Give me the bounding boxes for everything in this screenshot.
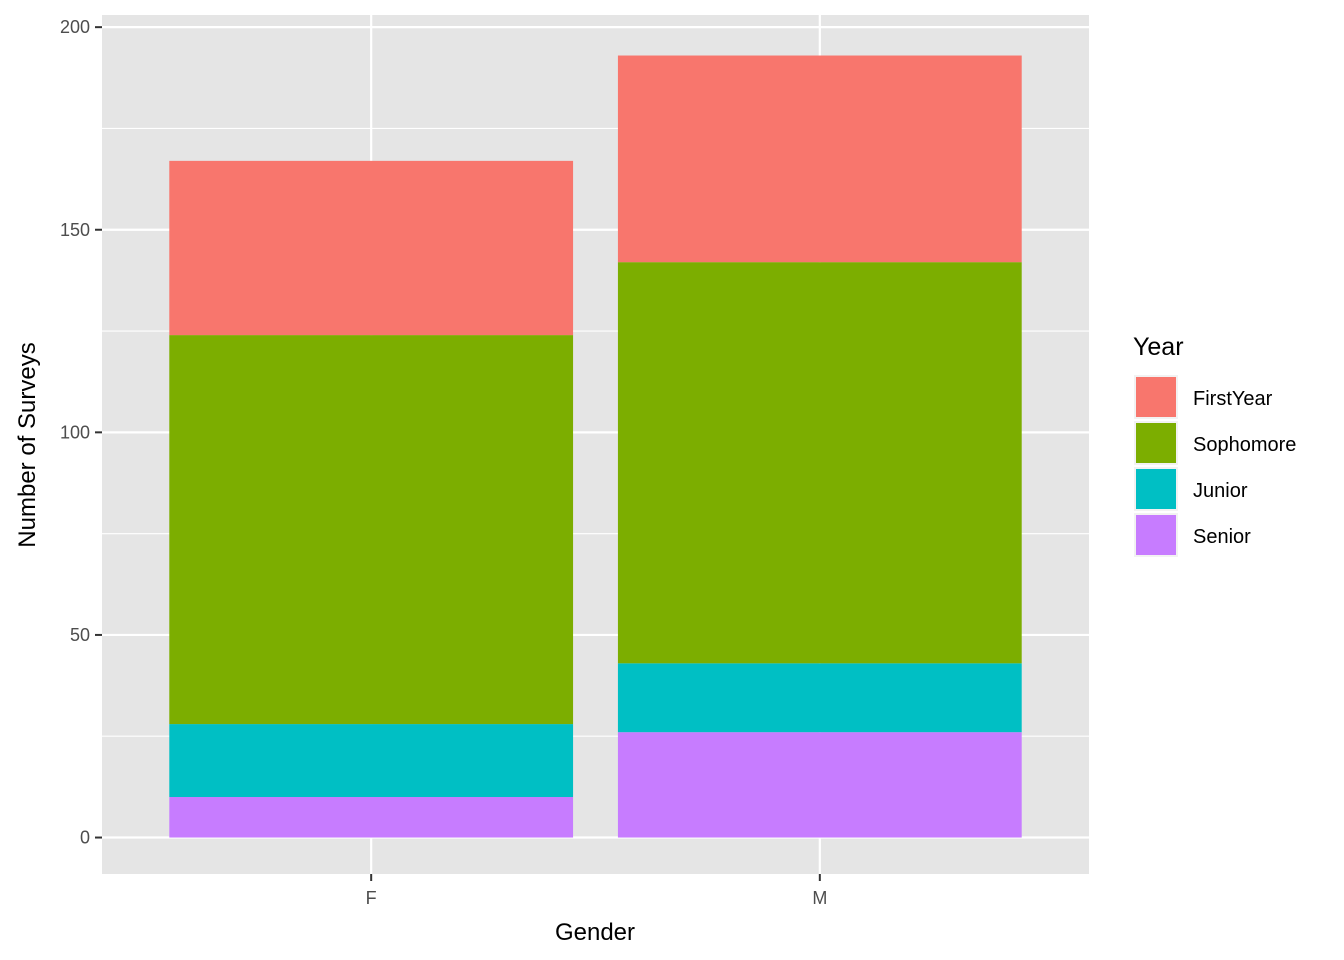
legend-swatch-firstyear xyxy=(1136,377,1176,417)
bar-segment-f-sophomore xyxy=(169,335,574,725)
y-tick-label: 50 xyxy=(70,625,90,645)
bar-stacks xyxy=(169,55,1022,838)
bar-segment-m-sophomore xyxy=(617,262,1022,664)
legend-label-firstyear: FirstYear xyxy=(1193,388,1273,410)
y-tick-label: 0 xyxy=(80,828,90,848)
x-tick-label: M xyxy=(812,888,827,908)
bar-segment-m-senior xyxy=(617,732,1022,838)
legend-label-junior: Junior xyxy=(1193,480,1248,502)
bar-segment-f-junior xyxy=(169,724,574,798)
legend-swatch-senior xyxy=(1136,515,1176,555)
y-tick-label: 150 xyxy=(60,220,90,240)
legend-title: Year xyxy=(1133,333,1184,361)
y-tick-label: 100 xyxy=(60,422,90,442)
bar-segment-m-firstyear xyxy=(617,55,1022,263)
legend: Year FirstYear Sophomore Junior Senior xyxy=(1133,333,1296,557)
x-tick-label: F xyxy=(366,888,377,908)
bar-segment-f-senior xyxy=(169,797,574,838)
bar-segment-f-firstyear xyxy=(169,160,574,336)
legend-label-senior: Senior xyxy=(1193,526,1251,548)
x-axis-title: Gender xyxy=(555,919,635,946)
legend-label-sophomore: Sophomore xyxy=(1193,434,1296,456)
y-axis-title: Number of Surveys xyxy=(14,342,41,547)
y-tick-label: 200 xyxy=(60,17,90,37)
axes: 0 50 100 150 200 F M xyxy=(60,17,827,908)
legend-swatch-junior xyxy=(1136,469,1176,509)
bar-segment-m-junior xyxy=(617,663,1022,733)
legend-swatch-sophomore xyxy=(1136,423,1176,463)
